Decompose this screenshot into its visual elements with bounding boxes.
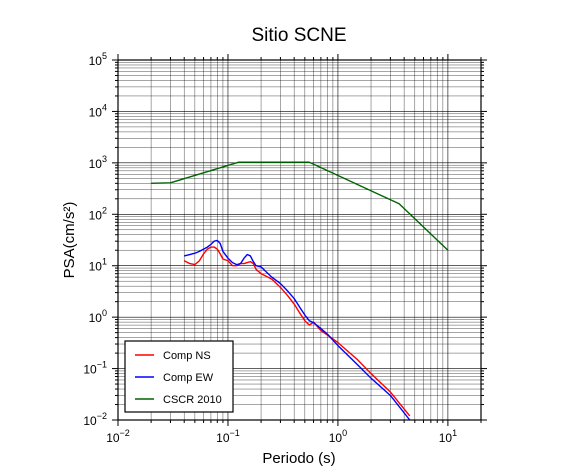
x-tick-label: 100 bbox=[329, 428, 347, 445]
legend-label-comp-ew: Comp EW bbox=[163, 372, 214, 384]
legend-label-comp-ns: Comp NS bbox=[163, 350, 211, 362]
y-tick-label: 102 bbox=[89, 205, 107, 222]
axis-ticks: 10−2 10−1 100 101 10−2 10−1 100 101 102 103 104 105 bbox=[83, 51, 487, 445]
y-tick-label: 104 bbox=[89, 102, 107, 119]
chart-title: Sitio SCNE bbox=[251, 25, 346, 46]
y-axis-label: PSA(cm/s²) bbox=[61, 202, 78, 279]
y-tick-label: 10−1 bbox=[83, 360, 107, 377]
x-tick-label: 10−1 bbox=[216, 428, 240, 445]
y-tick-label: 105 bbox=[89, 51, 107, 68]
x-tick-label: 10−2 bbox=[106, 428, 130, 445]
series-line-cscr-2010 bbox=[151, 161, 449, 251]
series-line-comp-ns bbox=[183, 246, 411, 417]
series-layer bbox=[151, 161, 449, 421]
x-tick-label: 101 bbox=[439, 428, 457, 445]
legend: Comp NS Comp EW CSCR 2010 bbox=[124, 340, 234, 413]
x-axis-label: Periodo (s) bbox=[262, 450, 335, 467]
series-line-comp-ew bbox=[184, 239, 411, 421]
legend-label-cscr-2010: CSCR 2010 bbox=[163, 394, 222, 406]
y-tick-label: 103 bbox=[89, 154, 107, 171]
y-tick-label: 100 bbox=[89, 308, 107, 325]
y-tick-label: 10−2 bbox=[83, 411, 107, 428]
y-tick-label: 101 bbox=[89, 257, 107, 274]
plot-frame bbox=[117, 59, 482, 421]
